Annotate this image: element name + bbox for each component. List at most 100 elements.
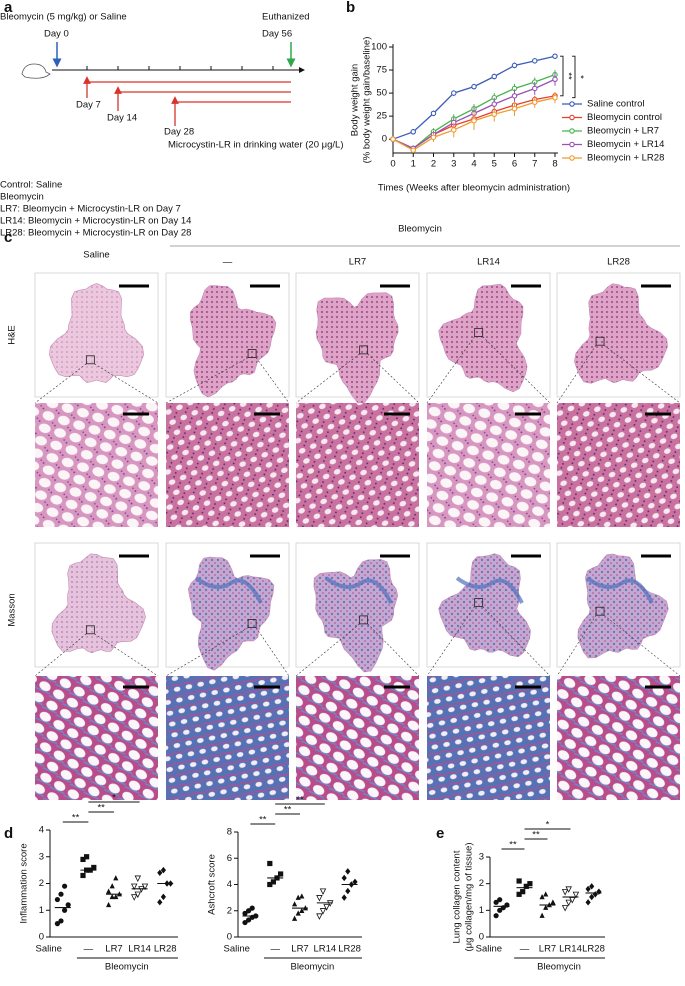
x-tick-label: LR7 <box>105 944 122 955</box>
significance-bracket <box>572 55 576 99</box>
y-tick-label: 0 <box>39 932 44 943</box>
point <box>160 893 166 901</box>
point <box>134 891 142 899</box>
x-tick-label: 4 <box>471 159 476 170</box>
zoom-box <box>85 625 95 635</box>
zoom-box <box>474 328 484 337</box>
day-label: Day 28 <box>164 127 194 138</box>
panel-letter: d <box>4 825 13 842</box>
x-tick-label: Saline <box>224 944 250 955</box>
significance-label: ** <box>296 795 304 806</box>
zoom-image <box>427 676 550 800</box>
group-def: Control: Saline <box>0 180 62 191</box>
point <box>430 110 437 117</box>
point <box>106 901 112 908</box>
significance-label: ** <box>97 803 105 814</box>
lr-lines <box>83 76 291 126</box>
lung-section <box>315 292 399 404</box>
panel-letter: a <box>4 0 13 16</box>
zoom-guide <box>94 363 159 404</box>
significance-label: * <box>546 820 550 831</box>
point <box>410 129 416 135</box>
y-tick-label: 4 <box>227 879 232 890</box>
y-tick-label: 3 <box>479 852 484 863</box>
zoom-guide <box>34 633 87 677</box>
group-header: Bleomycin <box>398 224 442 235</box>
point <box>278 871 284 877</box>
point <box>352 878 358 886</box>
y-axis-label: Inflammation score <box>19 843 30 923</box>
point <box>516 891 522 897</box>
group-label: Bleomycin <box>290 962 334 973</box>
y-tick-label: 50 <box>376 88 387 99</box>
point <box>292 915 298 921</box>
point <box>410 147 416 153</box>
point <box>65 902 71 908</box>
collagen-streak <box>585 576 654 604</box>
lung-section <box>313 559 399 673</box>
zoom-image <box>427 403 550 527</box>
point <box>450 127 457 133</box>
point <box>242 919 248 926</box>
lung-section <box>438 283 528 393</box>
significance-label: ** <box>259 815 267 826</box>
lung-section <box>577 553 669 659</box>
y-axis-label: Body weight gain <box>350 64 361 136</box>
point <box>497 897 503 903</box>
point <box>316 913 323 920</box>
y-tick-label: 6 <box>227 853 232 864</box>
point <box>493 913 499 919</box>
day-label: Day 14 <box>107 113 137 124</box>
x-tick-label: LR14 <box>128 944 151 955</box>
point <box>106 888 112 894</box>
point <box>543 891 549 897</box>
lung-section <box>438 553 531 658</box>
mouse-icon <box>21 63 51 79</box>
stain-label: Masson <box>7 593 18 626</box>
point <box>58 891 64 897</box>
y-axis-label: Ashcroft score <box>207 854 218 915</box>
point <box>249 905 255 911</box>
point <box>345 868 351 875</box>
x-tick-label: LR14 <box>559 944 582 955</box>
legend-label: Bleomycin control <box>587 112 662 123</box>
point <box>160 866 166 874</box>
zoom-image <box>166 403 289 527</box>
significance-label: * <box>574 75 585 79</box>
point <box>543 904 549 910</box>
zoom-guide <box>603 614 681 677</box>
point <box>316 895 323 902</box>
treatment-label: Bleomycin (5 mg/kg) or Saline <box>0 12 127 23</box>
timeline-diagram: Bleomycin (5 mg/kg) or Saline Day 0 Euth… <box>0 12 343 239</box>
y-axis-label: Lung collagen content <box>452 850 463 943</box>
note: Microcystin-LR in drinking water (20 μg/… <box>168 140 343 151</box>
point <box>523 883 529 889</box>
point <box>80 856 86 863</box>
point <box>319 888 327 895</box>
zoom-guide <box>295 353 360 404</box>
zoom-image <box>166 676 289 800</box>
significance-bracket <box>560 55 564 97</box>
point <box>539 912 545 918</box>
zoom-guide <box>426 336 475 404</box>
zoom-image <box>35 403 158 527</box>
zoom-image <box>296 676 419 800</box>
point <box>141 883 149 891</box>
x-tick-label: 0 <box>390 159 395 170</box>
y-tick-label: 75 <box>376 65 387 76</box>
x-tick-label: 7 <box>532 159 537 170</box>
point <box>552 94 558 101</box>
column-header: LR7 <box>349 257 366 268</box>
point <box>54 921 61 927</box>
significance-label: * <box>112 793 116 804</box>
y-tick-label: 0 <box>479 932 484 943</box>
column-header: LR28 <box>607 257 630 268</box>
group-def: LR14: Bleomycin + Microcystin-LR on Day … <box>0 216 191 227</box>
point <box>531 99 538 106</box>
y-tick-label: 4 <box>39 825 44 836</box>
point <box>531 58 538 64</box>
point <box>471 83 477 90</box>
point <box>341 894 347 901</box>
point <box>491 111 497 118</box>
